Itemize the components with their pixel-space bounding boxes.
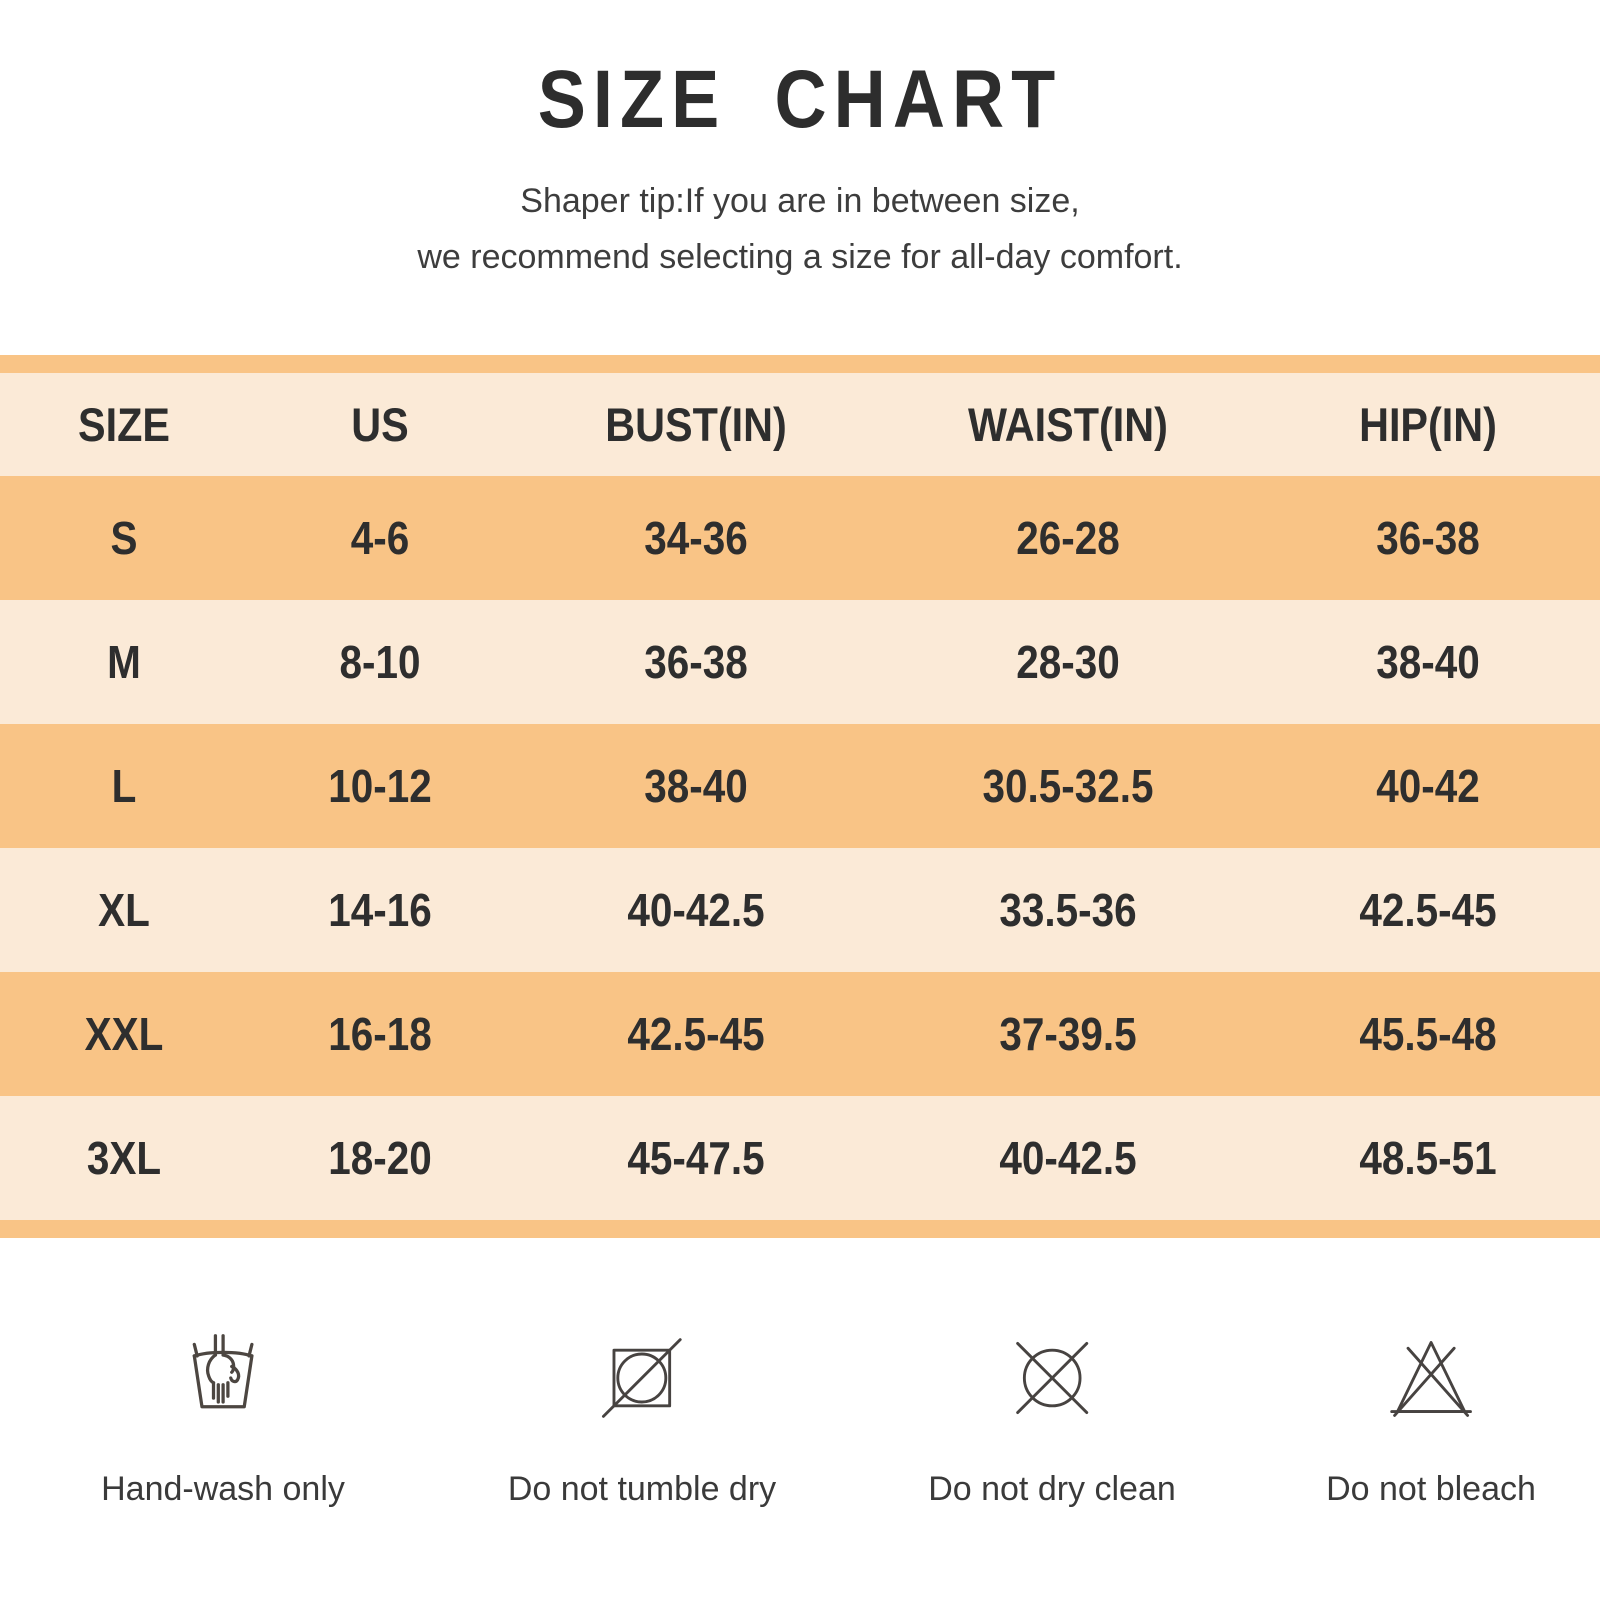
cell-waist: 28-30 — [1016, 636, 1120, 688]
page-title: SIZE CHART — [0, 0, 1600, 200]
cell-size: 3XL — [86, 1132, 162, 1184]
cell-bust: 40-42.5 — [627, 884, 765, 936]
cell-hip: 48.5-51 — [1359, 1132, 1497, 1184]
cell-bust: 36-38 — [644, 636, 748, 688]
table-row-3xl: 3XL 18-20 45-47.5 40-42.5 48.5-51 — [0, 1096, 1600, 1220]
cell-waist: 37-39.5 — [999, 1008, 1137, 1060]
header-cell-us: US — [351, 398, 409, 451]
cell-bust: 42.5-45 — [627, 1008, 765, 1060]
cell-hip: 38-40 — [1376, 636, 1480, 688]
header-cell-waist: WAIST(IN) — [968, 398, 1168, 451]
cell-bust: 45-47.5 — [627, 1132, 765, 1184]
header-cell-bust: BUST(IN) — [605, 398, 787, 451]
care-label: Do not bleach — [1326, 1470, 1536, 1508]
care-label: Hand-wash only — [101, 1470, 345, 1508]
cell-bust: 38-40 — [644, 760, 748, 812]
do-not-bleach-icon — [1383, 1330, 1479, 1426]
table-header-row: SIZE US BUST(IN) WAIST(IN) HIP(IN) — [0, 373, 1600, 476]
table-bottom-band — [0, 1220, 1600, 1238]
table-row-m: M 8-10 36-38 28-30 38-40 — [0, 600, 1600, 724]
subtitle-line-2: we recommend selecting a size for all-da… — [417, 238, 1183, 276]
cell-us: 16-18 — [328, 1008, 432, 1060]
size-table: SIZE US BUST(IN) WAIST(IN) HIP(IN) S 4-6… — [0, 355, 1600, 1238]
cell-size: L — [111, 760, 137, 812]
cell-size: XL — [98, 884, 150, 936]
care-item-tumble-dry: Do not tumble dry — [508, 1330, 776, 1509]
care-item-hand-wash: Hand-wash only — [101, 1330, 345, 1509]
cell-waist: 33.5-36 — [999, 884, 1137, 936]
cell-bust: 34-36 — [644, 512, 748, 564]
cell-waist: 30.5-32.5 — [982, 760, 1154, 812]
hand-wash-icon — [175, 1330, 271, 1426]
table-row-l: L 10-12 38-40 30.5-32.5 40-42 — [0, 724, 1600, 848]
table-top-band — [0, 355, 1600, 373]
header-cell-hip: HIP(IN) — [1359, 398, 1497, 451]
header-cell-size: SIZE — [78, 398, 170, 451]
cell-us: 8-10 — [339, 636, 421, 688]
cell-size: S — [110, 512, 138, 564]
care-item-bleach: Do not bleach — [1326, 1330, 1536, 1509]
table-row-xl: XL 14-16 40-42.5 33.5-36 42.5-45 — [0, 848, 1600, 972]
do-not-tumble-dry-icon — [594, 1330, 690, 1426]
subtitle-line-1: Shaper tip:If you are in between size, — [520, 182, 1080, 220]
cell-waist: 40-42.5 — [999, 1132, 1137, 1184]
cell-hip: 36-38 — [1376, 512, 1480, 564]
page-title-text: SIZE CHART — [537, 54, 1063, 145]
table-row-s: S 4-6 34-36 26-28 36-38 — [0, 476, 1600, 600]
cell-hip: 42.5-45 — [1359, 884, 1497, 936]
cell-size: M — [107, 636, 141, 688]
care-label: Do not tumble dry — [507, 1470, 777, 1508]
cell-us: 14-16 — [328, 884, 432, 936]
do-not-dry-clean-icon — [1004, 1330, 1100, 1426]
cell-hip: 40-42 — [1376, 760, 1480, 812]
care-label: Do not dry clean — [928, 1470, 1176, 1508]
cell-hip: 45.5-48 — [1359, 1008, 1497, 1060]
table-row-xxl: XXL 16-18 42.5-45 37-39.5 45.5-48 — [0, 972, 1600, 1096]
cell-us: 10-12 — [328, 760, 432, 812]
care-instructions: Hand-wash only Do not tumble dry Do — [0, 1330, 1600, 1570]
cell-size: XXL — [84, 1008, 164, 1060]
care-item-dry-clean: Do not dry clean — [928, 1330, 1176, 1509]
cell-waist: 26-28 — [1016, 512, 1120, 564]
cell-us: 4-6 — [350, 512, 410, 564]
cell-us: 18-20 — [328, 1132, 432, 1184]
